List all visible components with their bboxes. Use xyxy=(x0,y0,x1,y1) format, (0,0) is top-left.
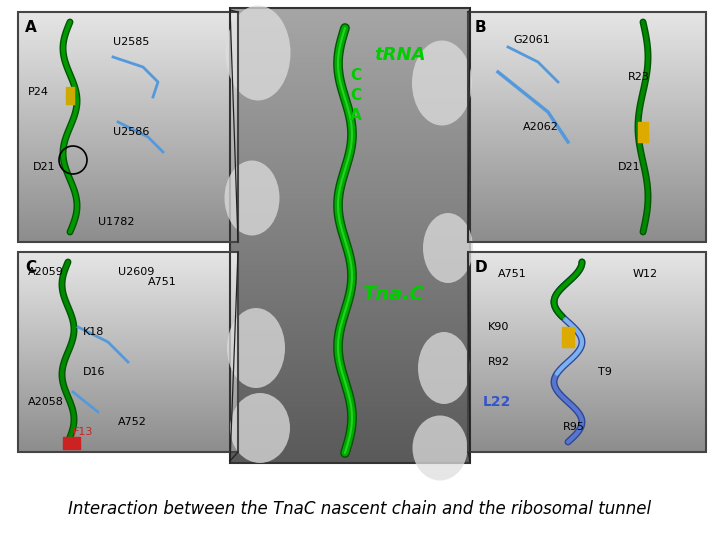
Ellipse shape xyxy=(227,308,285,388)
Bar xyxy=(468,252,706,452)
Text: L22: L22 xyxy=(483,395,511,409)
Text: C: C xyxy=(350,88,361,103)
Text: R23: R23 xyxy=(628,72,650,82)
Text: P24: P24 xyxy=(28,87,49,97)
Text: A: A xyxy=(25,20,37,35)
Text: A751: A751 xyxy=(498,269,527,279)
Text: T9: T9 xyxy=(598,367,612,377)
Ellipse shape xyxy=(413,415,467,481)
Text: K18: K18 xyxy=(83,327,104,337)
Bar xyxy=(230,8,470,463)
Text: A2062: A2062 xyxy=(523,122,559,132)
Text: A752: A752 xyxy=(118,417,147,427)
Ellipse shape xyxy=(230,393,290,463)
Ellipse shape xyxy=(423,213,473,283)
Text: U1782: U1782 xyxy=(98,217,135,227)
Text: A2058: A2058 xyxy=(28,397,64,407)
Text: Interaction between the TnaC nascent chain and the ribosomal tunnel: Interaction between the TnaC nascent cha… xyxy=(68,500,652,518)
Text: D21: D21 xyxy=(33,162,55,172)
Ellipse shape xyxy=(225,160,279,235)
Ellipse shape xyxy=(412,40,472,125)
Text: tRNA: tRNA xyxy=(374,46,426,64)
Text: A: A xyxy=(350,108,361,123)
Text: D16: D16 xyxy=(83,367,106,377)
Bar xyxy=(18,12,238,242)
Text: U2609: U2609 xyxy=(118,267,154,277)
Bar xyxy=(18,252,238,452)
Text: W12: W12 xyxy=(633,269,658,279)
Text: Tna.C: Tna.C xyxy=(362,285,424,304)
Text: D21: D21 xyxy=(618,162,641,172)
Text: U2585: U2585 xyxy=(113,37,149,47)
Text: U2586: U2586 xyxy=(113,127,149,137)
Bar xyxy=(468,12,706,242)
Text: D: D xyxy=(475,260,487,275)
Text: K90: K90 xyxy=(488,322,509,332)
Text: A2059: A2059 xyxy=(28,267,64,277)
Text: C: C xyxy=(350,68,361,83)
Ellipse shape xyxy=(418,332,470,404)
Text: B: B xyxy=(475,20,487,35)
Ellipse shape xyxy=(225,5,290,100)
Text: F13: F13 xyxy=(73,427,94,437)
Text: R92: R92 xyxy=(488,357,510,367)
Text: A751: A751 xyxy=(148,277,176,287)
Text: G2061: G2061 xyxy=(513,35,550,45)
Text: C: C xyxy=(25,260,36,275)
Text: R95: R95 xyxy=(563,422,585,432)
